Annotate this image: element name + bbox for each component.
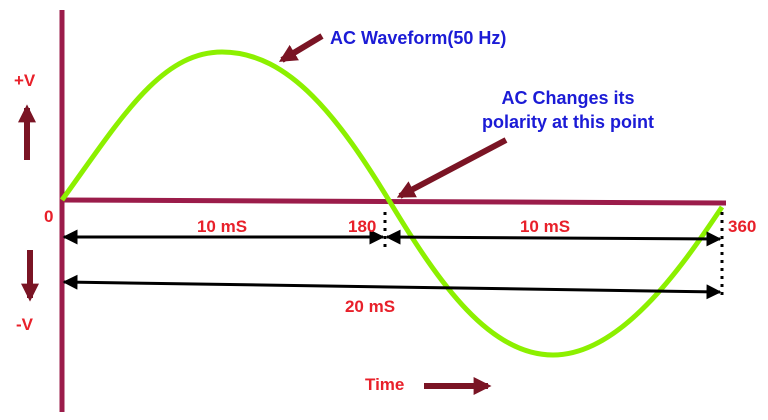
- pointer-arrow: [396, 137, 508, 199]
- annotation: AC Waveform(50 Hz): [330, 28, 506, 48]
- pointer-arrow: [278, 33, 324, 63]
- label: 360: [728, 217, 756, 236]
- annotation: polarity at this point: [482, 112, 654, 132]
- label: Time: [365, 375, 404, 394]
- label: 10 mS: [197, 217, 247, 236]
- span-arrow: [385, 229, 722, 247]
- label: 10 mS: [520, 217, 570, 236]
- label: 20 mS: [345, 297, 395, 316]
- label: -V: [16, 315, 34, 334]
- annotation: AC Changes its: [501, 88, 634, 108]
- label: +V: [14, 71, 36, 90]
- sine-wave: [59, 49, 725, 358]
- label: 0: [44, 207, 53, 226]
- span-arrow: [62, 274, 722, 300]
- horizontal-axis: [61, 197, 727, 206]
- label: 180: [348, 217, 376, 236]
